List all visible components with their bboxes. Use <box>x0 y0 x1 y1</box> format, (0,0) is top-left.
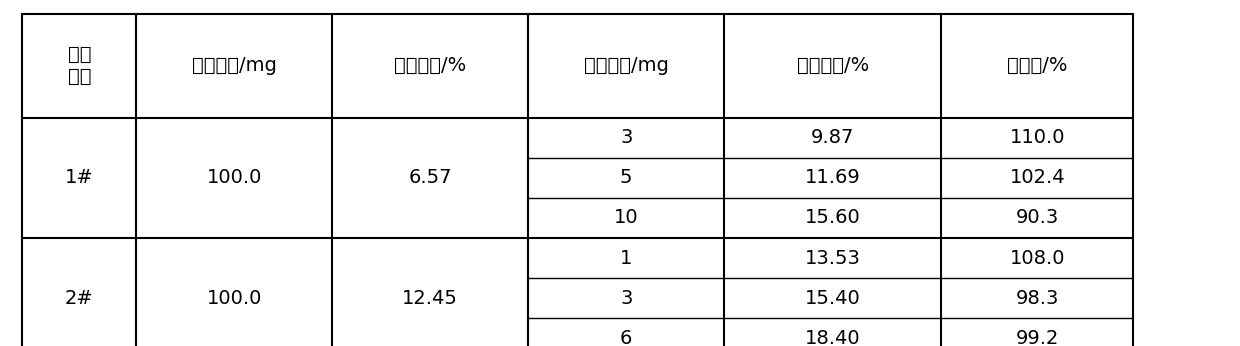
Text: 钼加标量/mg: 钼加标量/mg <box>584 56 668 75</box>
Text: 钼测定量/%: 钼测定量/% <box>796 56 869 75</box>
Text: 3: 3 <box>620 128 632 147</box>
Text: 样品
编号: 样品 编号 <box>68 45 91 86</box>
Text: 13.53: 13.53 <box>805 249 861 267</box>
Text: 9.87: 9.87 <box>811 128 854 147</box>
Text: 钼本底量/%: 钼本底量/% <box>394 56 466 75</box>
Text: 100.0: 100.0 <box>207 169 262 187</box>
Text: 100.0: 100.0 <box>207 289 262 308</box>
Text: 样品质量/mg: 样品质量/mg <box>192 56 277 75</box>
Text: 90.3: 90.3 <box>1016 209 1059 227</box>
Text: 回收率/%: 回收率/% <box>1007 56 1068 75</box>
Text: 1: 1 <box>620 249 632 267</box>
Text: 2#: 2# <box>64 289 94 308</box>
Text: 12.45: 12.45 <box>402 289 459 308</box>
Text: 5: 5 <box>620 169 632 187</box>
Text: 1#: 1# <box>64 169 94 187</box>
Text: 3: 3 <box>620 289 632 308</box>
Text: 110.0: 110.0 <box>1009 128 1065 147</box>
Text: 99.2: 99.2 <box>1016 329 1059 346</box>
Text: 15.60: 15.60 <box>805 209 861 227</box>
Text: 10: 10 <box>614 209 639 227</box>
Text: 15.40: 15.40 <box>805 289 861 308</box>
Text: 6: 6 <box>620 329 632 346</box>
Text: 11.69: 11.69 <box>805 169 861 187</box>
Text: 18.40: 18.40 <box>805 329 861 346</box>
Text: 98.3: 98.3 <box>1016 289 1059 308</box>
Text: 6.57: 6.57 <box>408 169 453 187</box>
Bar <box>22 14 1133 346</box>
Text: 102.4: 102.4 <box>1009 169 1065 187</box>
Text: 108.0: 108.0 <box>1009 249 1065 267</box>
